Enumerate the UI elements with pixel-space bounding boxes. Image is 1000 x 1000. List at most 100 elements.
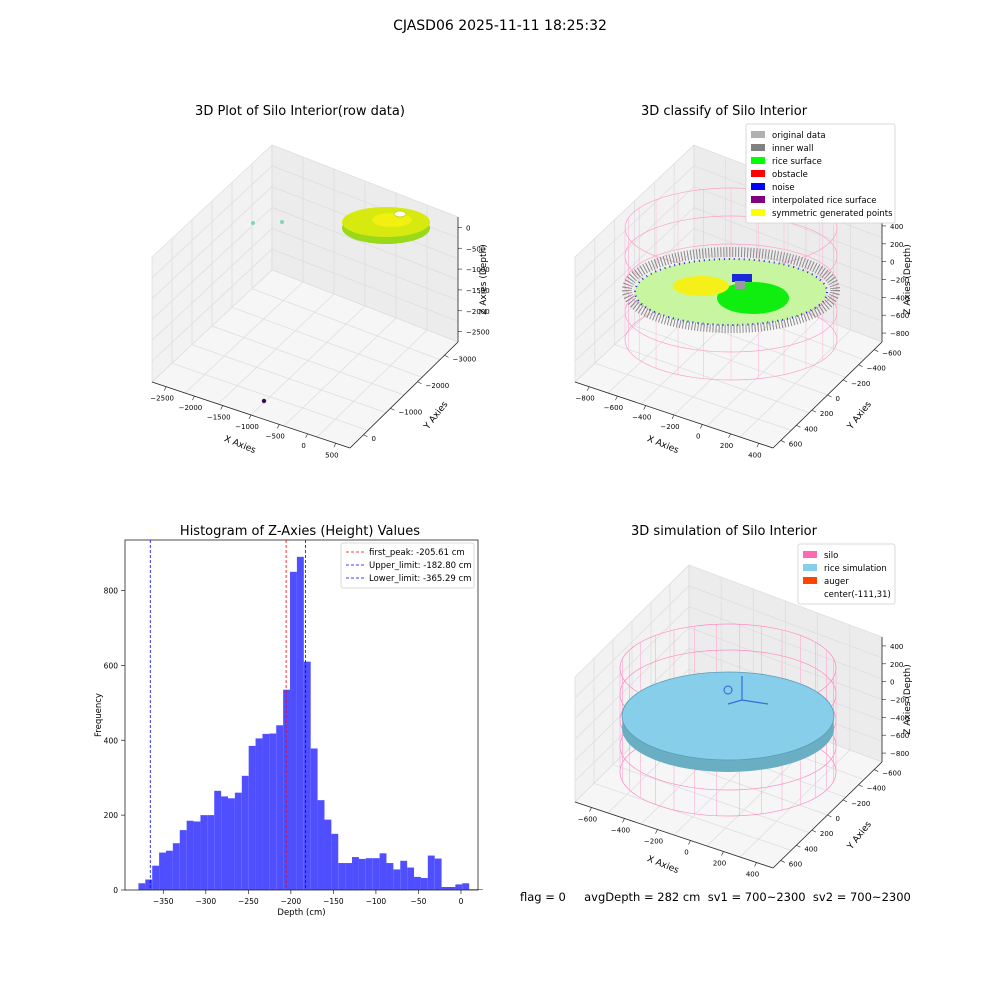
histogram-bar (379, 853, 387, 890)
x-tick-label: 400 (746, 871, 759, 879)
z-tick-label: 0 (890, 679, 894, 687)
x-tick (754, 862, 757, 867)
histogram-bar (345, 863, 353, 890)
x-tick-label: −50 (411, 897, 427, 906)
y-axis-label: Y Axies (845, 820, 874, 853)
y-tick (390, 407, 395, 411)
panel4-3d-simulation-plot: −600−400−2000200400−600−400−200020040060… (574, 543, 913, 879)
panel2-3d-classify-plot: −800−600−400−2000200400−600−400−20002004… (574, 123, 913, 459)
histogram-bar (352, 857, 359, 890)
y-tick (874, 769, 879, 772)
x-tick-label: −200 (644, 838, 663, 846)
histogram-title: Histogram of Z-Axies (Height) Values (179, 524, 421, 539)
x-tick-label: −400 (611, 827, 630, 835)
x-tick (721, 851, 724, 856)
x-tick (671, 414, 675, 420)
legend-swatch (803, 564, 817, 571)
histogram-bar (159, 852, 166, 890)
z-tick-label: 200 (890, 241, 903, 249)
histogram-bar (414, 876, 421, 890)
histogram-bar (145, 879, 153, 890)
z-tick-label: 0 (890, 259, 894, 267)
histogram-bar (269, 733, 277, 890)
histogram-bar (221, 796, 229, 890)
legend-swatch (751, 196, 765, 203)
x-tick-label: −600 (578, 816, 597, 824)
legend-label: inner wall (772, 144, 813, 154)
x-tick-label: −2500 (150, 395, 174, 403)
histogram-bar (228, 798, 235, 890)
histogram-bar (448, 887, 456, 890)
x-tick (220, 405, 223, 410)
y-tick (842, 799, 848, 803)
y-tick-label: 400 (804, 425, 817, 433)
z-tick-label: −200 (890, 697, 909, 705)
noise-ring (634, 258, 828, 326)
z-axis-label: Z Axies (Depth) (903, 244, 913, 315)
histogram-bar (241, 775, 249, 890)
z-tick-label: 0 (466, 224, 470, 232)
histogram-bar (420, 878, 428, 890)
x-tick (192, 396, 195, 401)
y-tick-label: −600 (882, 350, 901, 358)
y-tick (858, 364, 863, 367)
y-tick (858, 784, 863, 787)
y-axis-label: Y Axies (422, 400, 451, 433)
x-axis-label: X Axies (222, 434, 257, 456)
y-tick (780, 860, 785, 863)
x-tick-label: 0 (696, 432, 700, 440)
legend-swatch (751, 209, 765, 216)
histogram-bar (172, 843, 180, 890)
z-tick-label: −800 (890, 330, 909, 338)
y-tick-label: 0 (836, 815, 840, 823)
x-tick-label: −400 (632, 414, 651, 422)
x-tick-label: −500 (266, 432, 285, 440)
floor-grid-line (316, 329, 428, 438)
histogram-bar (441, 887, 449, 890)
x-tick-label: 0 (684, 849, 688, 857)
z-tick-label: 400 (890, 223, 903, 231)
z-tick-label: −1500 (466, 287, 490, 295)
histogram-bar (393, 869, 401, 890)
x-tick (248, 414, 252, 420)
y-tick (811, 829, 817, 833)
histogram-bar (214, 790, 222, 890)
histogram-bar (290, 571, 297, 890)
x-tick-label: −150 (323, 897, 344, 906)
plot-frame (124, 539, 479, 891)
x-tick (277, 424, 280, 429)
legend-swatch (803, 577, 817, 584)
legend-label: original data (772, 131, 826, 141)
y-tick-label: 400 (104, 736, 119, 745)
z-tick-label: −1000 (466, 266, 490, 274)
x-tick (655, 829, 658, 834)
ring-hole (393, 210, 407, 218)
outlier-point (261, 398, 267, 404)
legend-swatch (751, 183, 765, 190)
x-axis-line (574, 801, 774, 869)
legend-label: rice surface (772, 157, 822, 167)
y-tick (780, 440, 785, 443)
y-tick-label: 0 (113, 886, 118, 895)
x-tick (615, 396, 618, 401)
y-tick (417, 381, 422, 385)
y-tick-label: 400 (804, 845, 817, 853)
x-tick (586, 386, 590, 391)
y-tick (363, 434, 368, 438)
wall-grid-line (151, 165, 273, 279)
z-axis-label: Z Axies (Depth) (903, 664, 913, 735)
y-tick-label: −1000 (399, 408, 423, 416)
floor-grid-line (739, 329, 851, 438)
histogram-bar (165, 850, 173, 890)
center-marker (723, 685, 733, 695)
x-tick-label: −300 (196, 897, 217, 906)
histogram-bar (317, 800, 325, 890)
legend-label: Lower_limit: -365.29 cm (369, 574, 471, 584)
outlier-point (251, 221, 255, 225)
wall-grid-line (688, 585, 883, 659)
histogram-bar (372, 858, 380, 890)
y-tick-label: 600 (104, 661, 119, 670)
y-tick (842, 379, 848, 383)
x-axis-label: X Axies (645, 854, 680, 876)
z-tick-label: −2500 (466, 329, 490, 337)
